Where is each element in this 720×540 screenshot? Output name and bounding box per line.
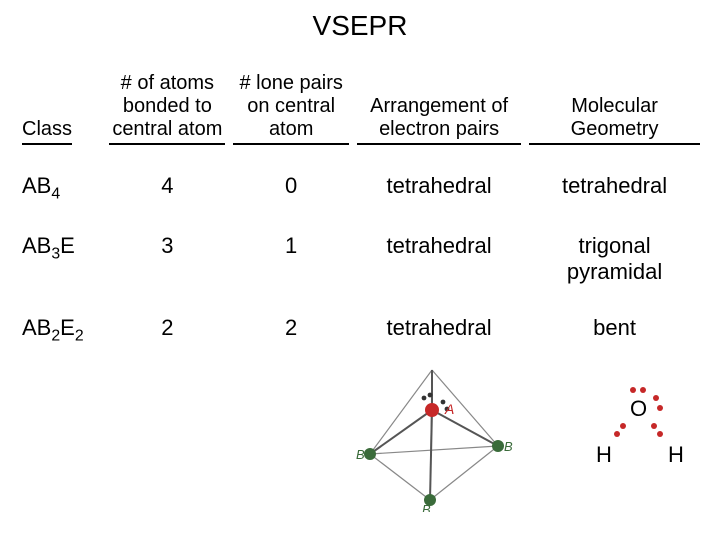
cell-lone: 2 (229, 303, 353, 363)
vsepr-table: Class # of atoms bonded to central atom … (16, 66, 704, 364)
atom-a-label: A (444, 401, 454, 417)
diagram-edge (370, 454, 430, 500)
cell-bonded: 2 (105, 303, 229, 363)
cell-class: AB4 (16, 161, 105, 221)
cell-geometry: bent (525, 303, 704, 363)
lonepair-dot (640, 387, 646, 393)
cell-arrangement: tetrahedral (353, 303, 525, 363)
bond-dot (614, 431, 620, 437)
atom-b-ball (364, 448, 376, 460)
lonepair-dot (428, 393, 433, 398)
slide-title: VSEPR (16, 10, 704, 42)
bond-dot (657, 431, 663, 437)
bond-dot (651, 423, 657, 429)
header-bonded: # of atoms bonded to central atom (105, 66, 229, 161)
atom-a-ball (425, 403, 439, 417)
diagram-edge (370, 370, 432, 454)
atom-b-ball (492, 440, 504, 452)
diagram-bond (370, 410, 432, 454)
oxygen-label: O (630, 396, 647, 421)
cell-lone: 0 (229, 161, 353, 221)
table-row: AB4 4 0 tetrahedral tetrahedral (16, 161, 704, 221)
cell-class: AB3E (16, 221, 105, 303)
lonepair-dot (657, 405, 663, 411)
table-header-row: Class # of atoms bonded to central atom … (16, 66, 704, 161)
lonepair-dot (630, 387, 636, 393)
cell-geometry: tetrahedral (525, 161, 704, 221)
cell-arrangement: tetrahedral (353, 161, 525, 221)
cell-bonded: 3 (105, 221, 229, 303)
vsepr-slide: VSEPR Class # of atoms bonded to central… (0, 0, 720, 540)
atom-b-label: B (504, 439, 513, 454)
header-geometry: Molecular Geometry (525, 66, 704, 161)
header-class: Class (16, 66, 105, 161)
diagram-edge (370, 446, 498, 454)
bond-dot (620, 423, 626, 429)
cell-geometry: trigonal pyramidal (525, 221, 704, 303)
header-arrangement: Arrangement of electron pairs (353, 66, 525, 161)
table-row: AB3E 3 1 tetrahedral trigonal pyramidal (16, 221, 704, 303)
cell-lone: 1 (229, 221, 353, 303)
header-lone: # lone pairs on central atom (229, 66, 353, 161)
diagram-bond (430, 410, 432, 500)
lonepair-dot (653, 395, 659, 401)
cell-class: AB2E2 (16, 303, 105, 363)
table-row: AB2E2 2 2 tetrahedral bent (16, 303, 704, 363)
cell-bonded: 4 (105, 161, 229, 221)
atom-b-label: B (356, 447, 365, 462)
bent-water-diagram: O H H (590, 384, 700, 484)
cell-arrangement: tetrahedral (353, 221, 525, 303)
diagram-edge (432, 370, 498, 446)
diagram-bond (432, 410, 498, 446)
tetrahedral-diagram: A B B B (352, 362, 522, 512)
lonepair-dot (422, 396, 427, 401)
hydrogen-label: H (668, 442, 684, 467)
diagram-edge (430, 446, 498, 500)
atom-b-label: B (422, 502, 431, 512)
hydrogen-label: H (596, 442, 612, 467)
